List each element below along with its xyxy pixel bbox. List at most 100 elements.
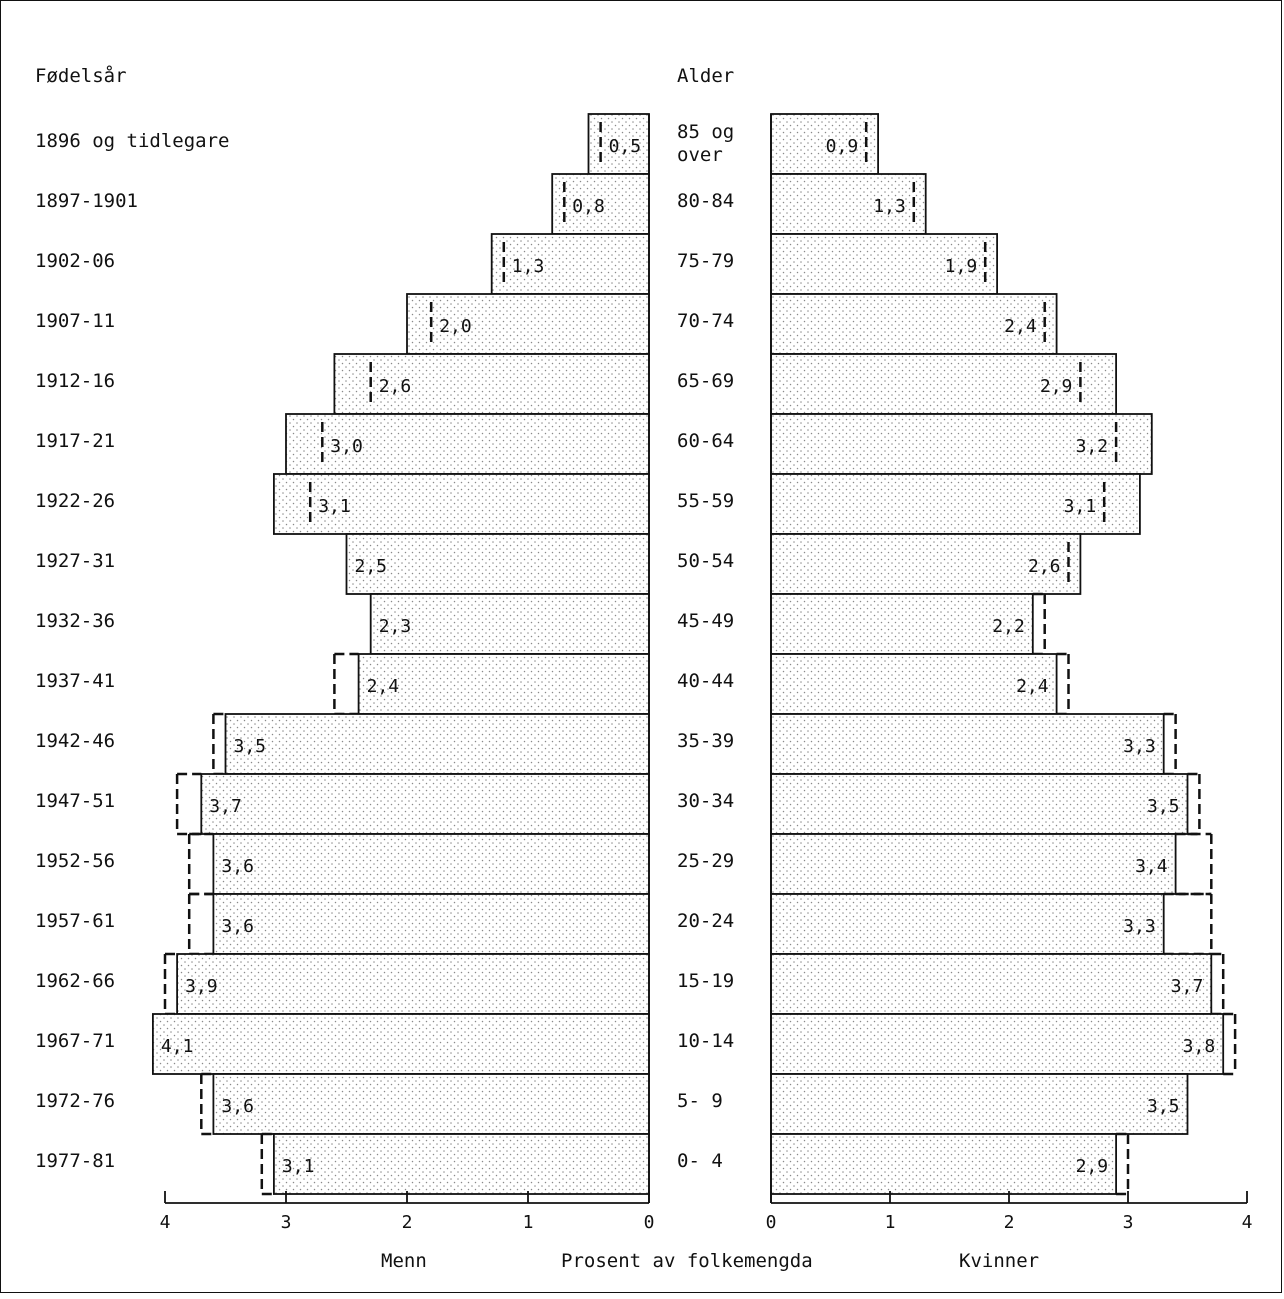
- birth-year-label: 1942-46: [35, 730, 115, 752]
- women-bar: [770, 1013, 1225, 1075]
- men-value-label: 3,9: [185, 976, 218, 997]
- men-value-label: 0,8: [572, 196, 605, 217]
- age-group-label: 50-54: [677, 550, 734, 572]
- age-group-label: 10-14: [677, 1030, 734, 1052]
- men-value-label: 3,1: [282, 1156, 315, 1177]
- birth-year-label: 1902-06: [35, 250, 115, 272]
- birth-year-label: 1952-56: [35, 850, 115, 872]
- birth-year-label: 1917-21: [35, 430, 115, 452]
- women-bar: [770, 713, 1165, 775]
- men-value-label: 3,6: [221, 856, 254, 877]
- men-tick-label: 0: [644, 1212, 655, 1233]
- women-value-label: 2,6: [1028, 556, 1061, 577]
- men-value-label: 2,0: [439, 316, 472, 337]
- pyramid-row: 1922-26 55-59 3,1 3,1: [35, 473, 1141, 535]
- birth-year-label: 1912-16: [35, 370, 115, 392]
- age-group-label: 55-59: [677, 490, 734, 512]
- men-value-label: 2,6: [379, 376, 412, 397]
- men-value-label: 1,3: [512, 256, 545, 277]
- men-value-label: 3,6: [221, 916, 254, 937]
- women-value-label: 2,9: [1040, 376, 1073, 397]
- pyramid-row: 1927-31 50-54 2,5 2,6: [35, 533, 1082, 595]
- pyramid-row: 1897-1901 80-84 0,8 1,3: [35, 173, 927, 235]
- birth-year-header: Fødelsår: [35, 64, 127, 87]
- women-bar: [770, 953, 1213, 1015]
- women-value-label: 3,2: [1076, 436, 1109, 457]
- birth-year-label: 1967-71: [35, 1030, 115, 1052]
- age-group-label: 65-69: [677, 370, 734, 392]
- women-bar: [770, 293, 1058, 355]
- women-value-label: 0,9: [826, 136, 859, 157]
- women-tick-label: 4: [1242, 1212, 1253, 1233]
- men-bar: [200, 773, 650, 835]
- age-group-label: 40-44: [677, 670, 734, 692]
- men-tick-label: 1: [523, 1212, 534, 1233]
- men-value-label: 3,1: [318, 496, 351, 517]
- women-tick-label: 2: [1004, 1212, 1015, 1233]
- women-bar: [770, 1073, 1189, 1135]
- women-bar: [770, 833, 1177, 895]
- women-value-label: 2,2: [992, 616, 1025, 637]
- pyramid-row: 1952-56 25-29 3,6 3,4: [35, 832, 1213, 896]
- men-bar: [406, 293, 650, 355]
- women-value-label: 3,8: [1183, 1036, 1216, 1057]
- birth-year-label: 1962-66: [35, 970, 115, 992]
- men-value-label: 3,7: [209, 796, 242, 817]
- pyramid-row: 1977-81 0- 4 3,1 2,9: [35, 1132, 1130, 1196]
- women-value-label: 1,3: [873, 196, 906, 217]
- women-bar: [770, 113, 879, 175]
- pyramid-row: 1917-21 60-64 3,0 3,2: [35, 413, 1153, 475]
- women-tick-label: 3: [1123, 1212, 1134, 1233]
- age-group-label: 45-49: [677, 610, 734, 632]
- men-axis-label: Menn: [381, 1250, 427, 1272]
- women-bar: [770, 233, 999, 295]
- women-bar: [770, 593, 1034, 655]
- women-bar: [770, 413, 1153, 475]
- pyramid-row: 1957-61 20-24 3,6 3,3: [35, 892, 1213, 956]
- age-group-label: 80-84: [677, 190, 734, 212]
- birth-year-label: 1927-31: [35, 550, 115, 572]
- women-axis-label: Kvinner: [959, 1250, 1039, 1272]
- women-value-label: 2,4: [1004, 316, 1037, 337]
- men-tick-label: 2: [402, 1212, 413, 1233]
- men-value-label: 2,5: [355, 556, 388, 577]
- birth-year-label: 1957-61: [35, 910, 115, 932]
- pyramid-row: 1947-51 30-34 3,7 3,5: [35, 772, 1201, 836]
- women-bar: [770, 653, 1058, 715]
- birth-year-label: 1907-11: [35, 310, 115, 332]
- men-bar: [345, 533, 650, 595]
- age-group-label: 25-29: [677, 850, 734, 872]
- men-tick-label: 3: [281, 1212, 292, 1233]
- women-value-label: 2,4: [1016, 676, 1049, 697]
- age-group-label: 5- 9: [677, 1090, 723, 1112]
- women-value-label: 3,5: [1147, 796, 1180, 817]
- men-bar: [212, 833, 650, 895]
- birth-year-label: 1947-51: [35, 790, 115, 812]
- pyramid-row: 1972-76 5- 9 3,6 3,5: [35, 1072, 1189, 1136]
- birth-year-label: 1896 og tidlegare: [35, 130, 229, 152]
- men-value-label: 2,3: [379, 616, 412, 637]
- men-bar: [490, 233, 650, 295]
- pyramid-row: 1962-66 15-19 3,9 3,7: [35, 952, 1225, 1016]
- birth-year-label: 1937-41: [35, 670, 115, 692]
- men-bar: [587, 113, 650, 175]
- men-bar: [551, 173, 650, 235]
- women-tick-label: 0: [766, 1212, 777, 1233]
- age-header: Alder: [677, 65, 734, 87]
- birth-year-label: 1972-76: [35, 1090, 115, 1112]
- men-bar: [176, 953, 650, 1015]
- age-group-label: 60-64: [677, 430, 734, 452]
- men-bar: [333, 353, 650, 415]
- women-value-label: 2,9: [1076, 1156, 1109, 1177]
- age-group-label: 0- 4: [677, 1150, 723, 1172]
- pyramid-axes: 0 0 1 1 2 2 3 3 4 4: [160, 114, 1253, 1233]
- pyramid-row: 1902-06 75-79 1,3 1,9: [35, 233, 999, 295]
- men-value-label: 0,5: [609, 136, 642, 157]
- women-value-label: 3,4: [1135, 856, 1168, 877]
- birth-year-label: 1897-1901: [35, 190, 138, 212]
- men-bar: [151, 1013, 650, 1075]
- men-value-label: 3,0: [330, 436, 363, 457]
